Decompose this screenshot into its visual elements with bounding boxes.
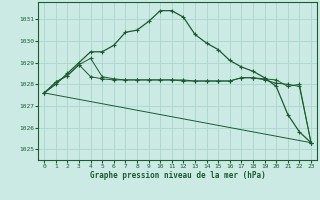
X-axis label: Graphe pression niveau de la mer (hPa): Graphe pression niveau de la mer (hPa) <box>90 171 266 180</box>
